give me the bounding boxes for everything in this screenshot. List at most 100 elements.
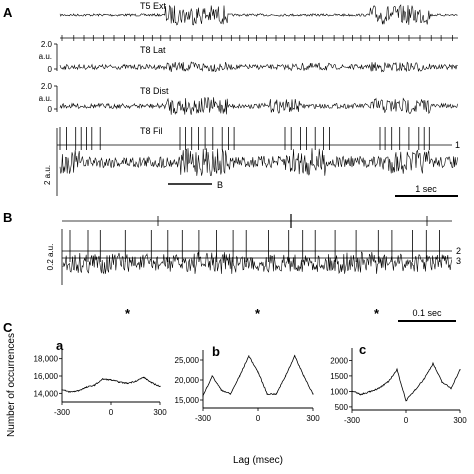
dist-tick-label-0: 0 <box>48 105 53 114</box>
chart-a-point <box>143 376 145 378</box>
trace-title-t8-dist: T8 Dist <box>140 86 169 96</box>
scalebar-a-label: 1 sec <box>415 184 437 194</box>
panel-b: 0.2 a.u. 2 3 * * * 0.1 sec <box>46 214 461 322</box>
threshold-label-1: 1 <box>455 140 460 150</box>
lat-tick-label-2: 2.0 <box>41 40 53 49</box>
chart-c-point <box>459 369 461 371</box>
chart-b-y-tick-label: 15,000 <box>175 396 200 405</box>
chart-a-point <box>61 389 63 391</box>
chart-a-y-tick-label: 14,000 <box>34 389 59 398</box>
trace-panel-b-spikes <box>69 230 440 262</box>
trace-t8-fil-spikes <box>59 127 430 150</box>
asterisk-2: * <box>255 306 261 321</box>
chart-a: 14,000 16,000 18,000 -300 0 300 a <box>34 338 168 417</box>
inset-marker-label: B <box>217 180 223 190</box>
threshold-label-3: 3 <box>456 256 461 266</box>
lat-tick-label-0: 0 <box>48 65 53 74</box>
chart-a-point <box>85 386 88 388</box>
chart-b-point <box>312 393 314 395</box>
chart-b-x-tick-label: 300 <box>306 414 320 423</box>
chart-a-x-tick-label: 0 <box>109 408 114 417</box>
chart-b-point <box>257 371 259 373</box>
chart-b-point <box>266 393 268 395</box>
chart-c-point <box>369 390 371 392</box>
chart-c-point <box>360 393 362 396</box>
chart-a-point <box>126 382 128 384</box>
chart-b-point <box>211 375 213 377</box>
dist-tick-label-au: a.u. <box>39 94 52 103</box>
chart-b-point <box>294 355 296 357</box>
chart-c-y-tick-label: 2000 <box>330 356 348 365</box>
chart-b-point <box>284 375 287 377</box>
chart-c-y-tick-label: 1000 <box>330 387 348 396</box>
threshold-label-2: 2 <box>456 246 461 256</box>
chart-c-point <box>351 390 353 392</box>
chart-c-point <box>396 369 398 371</box>
chart-c-title: c <box>359 342 366 357</box>
chart-a-x-tick-label: 300 <box>153 408 167 417</box>
chart-c-point <box>414 389 416 391</box>
panel-label-b: B <box>3 210 12 225</box>
chart-a-x-tick-label: -300 <box>54 408 71 417</box>
chart-c-x-tick-label: -300 <box>344 416 361 425</box>
chart-a-point <box>151 382 153 384</box>
dist-tick-label-2: 2.0 <box>41 82 53 91</box>
trace-t8-dist <box>59 97 458 115</box>
panel-label-a: A <box>3 5 13 20</box>
chart-c-y-tick-label: 1500 <box>330 372 348 381</box>
chart-a-point <box>159 385 161 387</box>
chart-b: 15,000 20,000 25,000 -300 0 300 b <box>175 344 321 423</box>
trace-t8-lat <box>59 61 458 73</box>
c-xlabel: Lag (msec) <box>233 455 283 466</box>
chart-c-x-tick-label: 0 <box>404 416 409 425</box>
trace-title-t8-lat: T8 Lat <box>140 45 166 55</box>
chart-a-point <box>110 379 112 381</box>
trace-title-t5-ext: T5 Ext <box>140 1 167 11</box>
chart-b-point <box>248 355 250 357</box>
asterisk-3: * <box>374 306 380 321</box>
chart-c-point <box>441 381 443 383</box>
asterisk-1: * <box>125 306 131 321</box>
chart-b-x-tick-label: -300 <box>195 414 212 423</box>
chart-b-y-tick-label: 25,000 <box>175 356 200 365</box>
trace-t5-ext <box>59 4 458 26</box>
trace-t8-fil <box>59 148 458 176</box>
chart-b-point <box>220 389 222 391</box>
chart-c-point <box>387 381 389 383</box>
chart-a-point <box>69 391 71 393</box>
chart-a-point <box>134 380 137 382</box>
lat-tick-label-au: a.u. <box>39 52 52 61</box>
chart-a-point <box>94 384 96 386</box>
chart-c-point <box>378 387 380 389</box>
chart-a-y-tick-label: 16,000 <box>34 372 59 381</box>
trace-spike-raster <box>60 35 458 41</box>
chart-b-point <box>275 393 277 395</box>
chart-c: 500 1000 1500 2000 -300 0 300 c <box>330 342 467 425</box>
chart-c-x-tick-label: 300 <box>453 416 467 425</box>
panel-label-c: C <box>3 320 13 335</box>
chart-a-point <box>102 378 104 380</box>
chart-a-title: a <box>56 338 64 353</box>
c-ylabel: Number of occurrences <box>6 333 17 437</box>
chart-b-point <box>239 375 241 377</box>
chart-c-point <box>405 400 407 402</box>
chart-b-x-tick-label: 0 <box>256 414 261 423</box>
panel-b-scale-label: 0.2 a.u. <box>46 244 55 271</box>
trace-title-t8-fil: T8 Fil <box>140 126 163 136</box>
chart-b-point <box>303 375 305 377</box>
chart-c-point <box>450 387 452 389</box>
chart-b-point <box>229 393 232 395</box>
chart-b-series-0 <box>202 354 314 396</box>
chart-b-point <box>202 395 204 397</box>
chart-b-title: b <box>212 344 220 359</box>
trace-panel-b <box>62 251 453 275</box>
chart-c-y-tick-label: 500 <box>335 403 349 412</box>
chart-a-point <box>118 381 120 383</box>
chart-c-point <box>432 362 434 365</box>
chart-b-y-tick-label: 20,000 <box>175 376 200 385</box>
panel-a: T5 Ext T8 Lat 2.0 a.u. 0 T8 Dist 2.0 a.u… <box>39 1 460 197</box>
chart-c-point <box>423 378 425 380</box>
chart-c-series-0 <box>351 361 461 401</box>
chart-a-point <box>77 390 79 392</box>
